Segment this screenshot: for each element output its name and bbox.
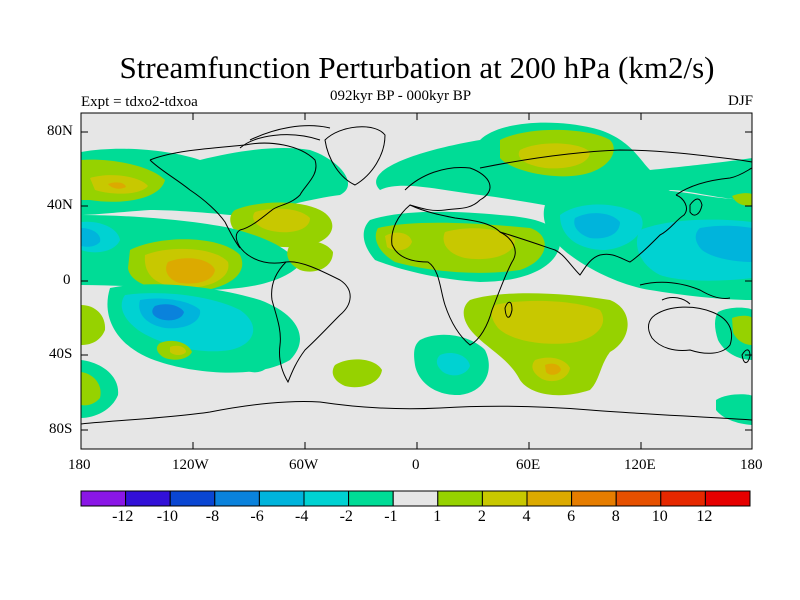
season-label: DJF	[727, 93, 753, 109]
map-title: Streamfunction Perturbation at 200 hPa (…	[119, 50, 715, 85]
colorbar-box	[526, 490, 573, 507]
contour-region	[436, 353, 470, 376]
colorbar-label: -1	[384, 508, 398, 525]
colorbar-label: -8	[205, 508, 220, 525]
colorbar-label: -12	[112, 508, 134, 525]
colorbar-box	[258, 490, 305, 507]
colorbar-label: 12	[696, 508, 713, 525]
contour-region	[108, 182, 126, 189]
contour-region	[81, 372, 101, 406]
contour-region	[81, 228, 101, 247]
colorbar-box	[169, 490, 216, 507]
contour-region	[732, 193, 752, 206]
contour-region	[253, 208, 310, 233]
contour-region	[443, 228, 515, 260]
lat-label-40s: 40S	[49, 346, 73, 362]
map-subtitle: 092kyr BP - 000kyr BP	[330, 88, 472, 104]
colorbar-box	[392, 490, 439, 507]
colorbar-label: -4	[295, 508, 309, 525]
colorbar-label: -10	[156, 508, 179, 525]
contour-region	[695, 225, 752, 262]
axis-ticks	[81, 113, 752, 449]
colorbar-box	[348, 490, 394, 507]
colorbar-label: 2	[477, 508, 486, 525]
contour-region	[716, 394, 752, 425]
lat-label-0: 0	[63, 272, 71, 288]
lon-label-60w: 60W	[289, 457, 319, 473]
colorbar-label: 1	[433, 508, 442, 525]
contour-fields	[81, 122, 752, 425]
contour-region	[332, 359, 382, 388]
contour-region	[236, 347, 272, 373]
lon-label-180-east: 180	[740, 457, 763, 473]
contour-region	[81, 148, 349, 215]
contour-region	[287, 240, 333, 272]
contour-region	[545, 363, 561, 375]
contour-region	[81, 305, 106, 345]
colorbar-label: -2	[339, 508, 353, 525]
lon-label-120e: 120E	[624, 457, 656, 473]
contour-region	[170, 345, 186, 355]
colorbar-box	[481, 490, 528, 507]
colorbar-box	[303, 490, 350, 507]
contour-region	[574, 213, 620, 239]
colorbar-label: 10	[651, 508, 668, 525]
colorbar-box	[125, 490, 171, 507]
lat-label-40n: 40N	[47, 197, 73, 213]
lat-label-80s: 80S	[49, 421, 73, 437]
lon-label-180-west: 180	[68, 457, 91, 473]
colorbar-box	[571, 490, 617, 507]
colorbar	[80, 490, 751, 507]
contour-region	[152, 304, 184, 321]
colorbar-label: 8	[611, 508, 620, 525]
colorbar-box	[615, 490, 662, 507]
coastlines	[81, 125, 752, 425]
lon-label-0: 0	[412, 457, 420, 473]
lat-label-80n: 80N	[47, 123, 73, 139]
lon-label-120w: 120W	[172, 457, 209, 473]
colorbar-box	[214, 490, 260, 507]
experiment-label: Expt = tdxo2-tdxoa	[81, 94, 198, 110]
lon-label-60e: 60E	[516, 457, 541, 473]
colorbar-label: 4	[522, 508, 531, 525]
colorbar-box	[704, 490, 751, 507]
colorbar-box	[437, 490, 483, 507]
colorbar-label: 6	[567, 508, 576, 525]
colorbar-box	[660, 490, 706, 507]
colorbar-label: -6	[250, 508, 264, 525]
contour-region	[491, 300, 604, 344]
contour-region	[732, 315, 752, 345]
colorbar-box	[80, 490, 127, 507]
contour-region	[166, 258, 215, 284]
